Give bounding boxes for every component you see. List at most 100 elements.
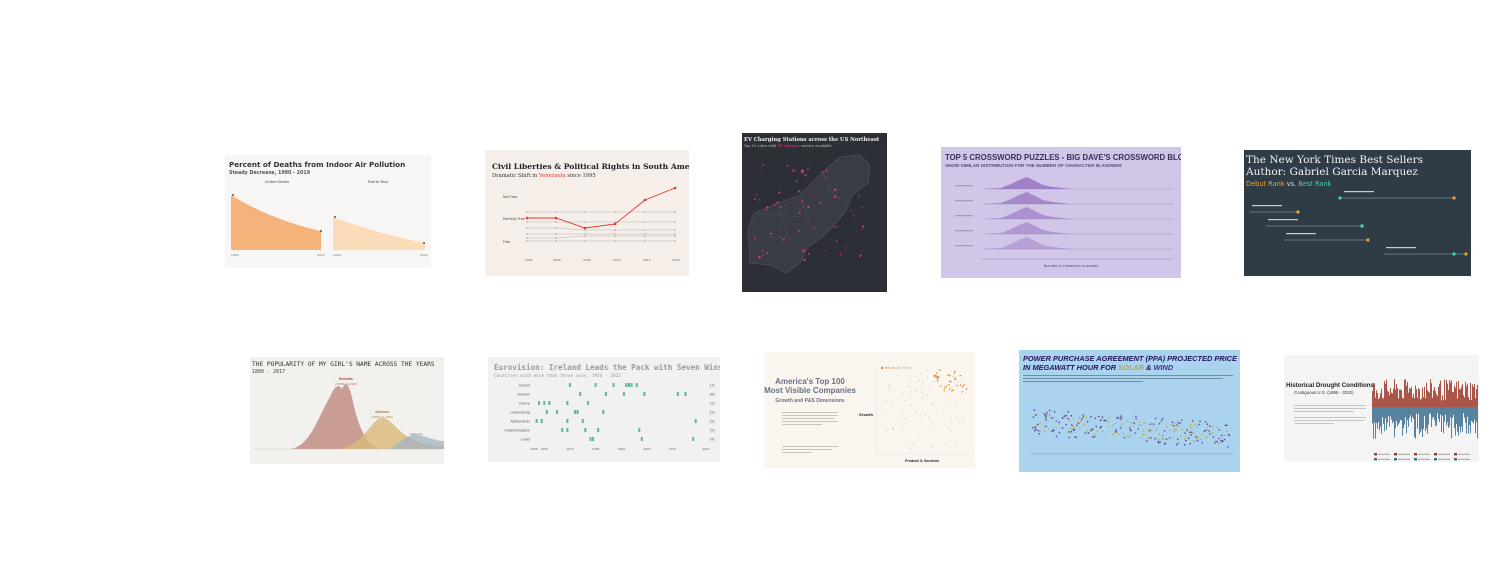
charging-station-dot bbox=[769, 232, 773, 235]
chart-girls-name: THE POPULARITY OF MY GIRL'S NAME ACROSS … bbox=[252, 361, 444, 450]
drought-bar-wet bbox=[1464, 407, 1465, 418]
drought-bar-wet bbox=[1388, 407, 1389, 417]
win-marker bbox=[576, 410, 579, 414]
drought-bar-wet bbox=[1392, 407, 1393, 424]
ppa-point-wind bbox=[1208, 430, 1210, 432]
ppa-point-solar bbox=[1112, 433, 1114, 436]
company-point-result bbox=[938, 369, 941, 371]
gallery-card-civil-liberties[interactable]: Civil Liberties & Political Rights in So… bbox=[485, 150, 689, 276]
ppa-point-wind bbox=[1198, 423, 1201, 426]
ppa-point-wind bbox=[1201, 441, 1203, 444]
x-tick-label: 1980 bbox=[592, 447, 600, 451]
ridge-label-placeholder bbox=[955, 230, 973, 232]
ppa-point-wind bbox=[1146, 440, 1148, 442]
ppa-point-wind bbox=[1218, 437, 1220, 440]
ppa-point-solar bbox=[1128, 436, 1130, 439]
gallery-card-eurovision[interactable]: Eurovision: Ireland Leads the Pack with … bbox=[488, 357, 720, 462]
x-tick-1990: 1990 bbox=[231, 253, 239, 257]
drought-bar-wet bbox=[1463, 407, 1464, 413]
gallery-card-top-100-companies[interactable]: America's Top 100 Most Visible Companies… bbox=[764, 352, 975, 468]
win-marker bbox=[692, 437, 695, 441]
charging-station-dot bbox=[827, 179, 830, 181]
ppa-point-wind bbox=[1187, 437, 1190, 439]
win-marker bbox=[628, 383, 630, 387]
drought-bar-dry bbox=[1414, 398, 1415, 407]
drought-bar-dry bbox=[1452, 392, 1453, 407]
drought-bar-wet bbox=[1411, 407, 1412, 422]
company-point-result bbox=[963, 383, 966, 386]
ppa-point-solar bbox=[1154, 429, 1157, 432]
drought-bar-wet bbox=[1469, 407, 1470, 425]
ppa-point-wind bbox=[1033, 409, 1036, 411]
gallery-card-indoor-air-pollution[interactable]: Percent of Deaths from Indoor Air Pollut… bbox=[225, 155, 431, 268]
ppa-point-wind bbox=[1199, 420, 1201, 423]
company-point-other bbox=[928, 416, 930, 418]
x-tick-2019-pr: 2019 bbox=[420, 253, 428, 257]
chart-subtitle: Countries with more than three wins, 195… bbox=[494, 373, 621, 379]
ppa-point-wind bbox=[1035, 428, 1037, 430]
ppa-point-solar bbox=[1131, 421, 1133, 424]
point-end-pr bbox=[423, 242, 425, 244]
ppa-point-wind bbox=[1058, 432, 1061, 434]
gallery-card-drought[interactable]: Historical Drought Conditions Contiguous… bbox=[1284, 355, 1479, 462]
drought-bar-wet bbox=[1436, 407, 1437, 426]
series-point-venezuela bbox=[643, 198, 647, 202]
win-marker bbox=[612, 383, 615, 387]
ppa-point-solar bbox=[1063, 417, 1065, 420]
gallery-card-girls-name[interactable]: THE POPULARITY OF MY GIRL'S NAME ACROSS … bbox=[250, 357, 444, 464]
legend-label-placeholder bbox=[1398, 453, 1410, 455]
company-point-other bbox=[910, 390, 912, 393]
win-marker bbox=[594, 383, 597, 387]
company-point-other bbox=[921, 396, 924, 399]
drought-bar-dry bbox=[1422, 387, 1423, 407]
series-point-venezuela bbox=[525, 216, 529, 220]
drought-bar-dry bbox=[1375, 397, 1376, 407]
win-marker bbox=[589, 437, 592, 441]
charging-station-dot bbox=[798, 230, 801, 233]
ppa-point-wind bbox=[1058, 421, 1060, 423]
legend-label-placeholder bbox=[1398, 458, 1410, 460]
chart-ev-charging: EV Charging Stations across the US North… bbox=[744, 137, 880, 274]
ppa-points bbox=[1032, 409, 1231, 448]
ppa-point-solar bbox=[1102, 430, 1104, 433]
ppa-point-solar bbox=[1217, 443, 1219, 445]
ppa-point-solar bbox=[1206, 427, 1209, 429]
dumbbell-point-debut bbox=[1360, 224, 1364, 228]
gallery-card-ppa-price[interactable]: POWER PURCHASE AGREEMENT (PPA) PROJECTED… bbox=[1019, 350, 1240, 472]
legend-swatch bbox=[1434, 458, 1437, 461]
drought-bar-dry bbox=[1406, 385, 1407, 407]
gallery-card-crossword[interactable]: TOP 5 CROSSWORD PUZZLES - BIG DAVE'S CRO… bbox=[941, 147, 1181, 278]
ppa-point-solar bbox=[1173, 428, 1175, 431]
drought-bar-dry bbox=[1408, 392, 1409, 407]
charging-station-dot bbox=[804, 174, 807, 177]
company-point-other bbox=[919, 415, 922, 417]
ppa-point-wind bbox=[1052, 429, 1055, 432]
ppa-point-wind bbox=[1097, 415, 1100, 418]
win-marker bbox=[694, 419, 697, 423]
ppa-point-wind bbox=[1038, 433, 1040, 435]
drought-bar-wet bbox=[1475, 407, 1476, 434]
ppa-point-solar bbox=[1076, 423, 1078, 426]
ppa-point-solar bbox=[1193, 423, 1196, 426]
company-point-result bbox=[956, 384, 958, 387]
ppa-point-solar bbox=[1132, 424, 1135, 427]
drought-bar-dry bbox=[1453, 391, 1454, 407]
facet-label-puerto-rico: Puerto Rico bbox=[368, 180, 389, 184]
series-point-other bbox=[644, 211, 646, 213]
drought-bar-wet bbox=[1423, 407, 1424, 429]
gallery-card-nyt-best-sellers[interactable]: The New York Times Best Sellers Author: … bbox=[1244, 150, 1471, 276]
ppa-point-solar bbox=[1142, 430, 1145, 432]
gallery-card-ev-charging[interactable]: EV Charging Stations across the US North… bbox=[742, 133, 887, 292]
win-marker bbox=[566, 401, 569, 405]
charging-station-dot bbox=[807, 167, 809, 169]
ppa-point-wind bbox=[1074, 436, 1076, 438]
chart-subtitle: Steady Decrease, 1990 - 2019 bbox=[229, 170, 311, 176]
y-label-not-free: Not Free bbox=[503, 195, 517, 199]
drought-bar-wet bbox=[1419, 407, 1420, 435]
area-puerto-rico bbox=[333, 217, 425, 250]
ppa-point-wind bbox=[1209, 433, 1211, 435]
x-tick-2010: 2010 bbox=[613, 258, 621, 262]
ppa-point-wind bbox=[1046, 411, 1048, 414]
country-label: France bbox=[519, 402, 530, 406]
ppa-point-solar bbox=[1108, 420, 1110, 423]
